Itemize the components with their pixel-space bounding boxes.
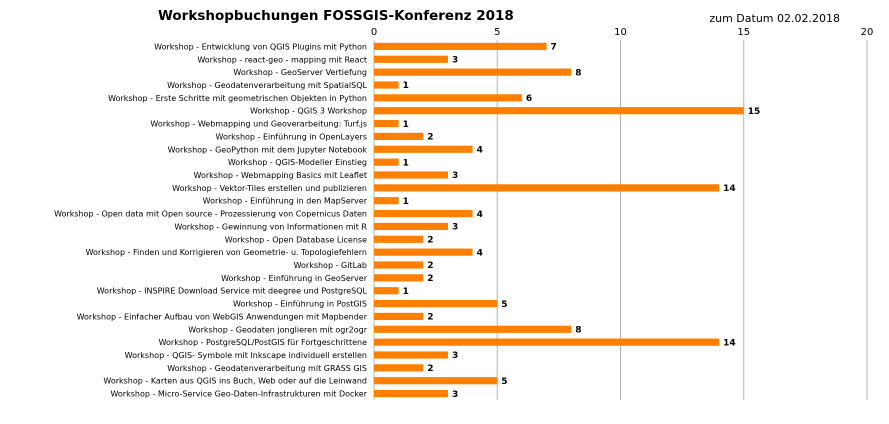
value-label: 8 [575,68,581,78]
category-label: Workshop - Entwicklung von QGIS Plugins … [154,42,367,51]
value-label: 3 [452,171,458,181]
category-label: Workshop - Gewinnung von Informationen m… [174,222,367,231]
value-label: 4 [477,210,483,220]
bars [374,42,744,398]
category-label: Workshop - Einführung in GeoServer [221,274,368,283]
bar [374,312,424,321]
bar [374,55,448,63]
category-label: Workshop - Finden und Korrigieren von Ge… [86,248,367,257]
value-label: 2 [427,364,433,374]
value-label: 4 [477,248,483,258]
value-label: 5 [501,300,507,310]
category-label: Workshop - Geodatenverarbeitung mit GRAS… [167,364,367,373]
chart-date-label: zum Datum 02.02.2018 [709,12,840,25]
value-label: 1 [403,120,409,130]
category-label: Workshop - GitLab [294,261,367,270]
bar [374,107,744,115]
category-label: Workshop - QGIS- Symbole mit Inkscape in… [125,351,367,360]
chart-title: Workshopbuchungen FOSSGIS-Konferenz 2018 [158,8,514,24]
value-label: 2 [427,261,433,271]
value-label: 4 [477,145,483,155]
category-label: Workshop - Geodatenverarbeitung mit Spat… [167,81,367,90]
bar [374,248,473,256]
category-label: Workshop - Webmapping und Geoverarbeitun… [150,120,367,129]
category-label: Workshop - Open data mit Open source - P… [54,210,367,219]
value-label: 2 [427,313,433,323]
bar [374,209,473,218]
category-label: Workshop - Einführung in PostGIS [233,300,367,309]
bar [374,171,448,179]
bar [374,42,547,51]
category-label: Workshop - INSPIRE Download Service mit … [97,287,368,296]
value-label: 5 [501,377,507,387]
value-label: 3 [452,223,458,233]
category-label: Workshop - Webmapping Basics mit Leaflet [194,171,367,180]
bar [374,274,424,282]
value-label: 1 [403,287,409,297]
value-label: 7 [551,43,557,53]
bar [374,68,572,76]
grid-lines [373,40,868,400]
bar [374,325,572,333]
bar [374,119,399,128]
bar [374,158,399,166]
value-label: 1 [403,158,409,168]
category-label: Workshop - QGIS 3 Workshop [250,107,367,116]
bar [374,132,424,141]
category-label: Workshop - Einführung in OpenLayers [216,132,367,141]
category-labels: Workshop - Entwicklung von QGIS Plugins … [54,42,368,398]
value-label: 2 [427,133,433,143]
category-label: Workshop - Karten aus QGIS ins Buch, Web… [103,377,367,386]
category-label: Workshop - Erste Schritte mit geometrisc… [108,94,367,103]
value-label: 6 [526,94,532,104]
value-label: 3 [452,55,458,65]
category-label: Workshop - Open Database License [225,235,367,244]
category-label: Workshop - Einfacher Aufbau von WebGIS A… [77,312,368,321]
value-label: 3 [452,390,458,400]
bar [374,197,399,205]
category-label: Workshop - QGIS-Modeller Einstieg [228,158,367,167]
x-tick-label: 20 [861,27,874,38]
x-axis-ticks: 0 5 10 15 20 [371,27,874,38]
category-label: Workshop - GeoServer Vertiefung [233,68,367,77]
bar [374,184,720,192]
value-label: 15 [748,107,761,117]
value-label: 2 [427,274,433,284]
value-label: 3 [452,351,458,361]
bar [374,222,448,231]
bar [374,299,498,308]
x-tick-label: 15 [737,27,750,38]
category-label: Workshop - Geodaten jonglieren mit ogr2o… [188,325,367,334]
category-label: Workshop - PostgreSQL/PostGIS für Fortge… [159,338,368,347]
bar [374,235,424,243]
bar [374,94,522,102]
x-tick-label: 0 [371,27,377,38]
bar [374,364,424,372]
x-tick-label: 10 [614,27,627,38]
value-label: 2 [427,235,433,245]
bar [374,389,448,398]
value-label: 14 [723,184,736,194]
bar [374,261,424,269]
bar [374,377,498,385]
value-label: 8 [575,325,581,335]
category-label: Workshop - Micro-Service Geo-Daten-Infra… [110,390,367,399]
bar [374,351,448,359]
bar [374,338,720,346]
category-label: Workshop - GeoPython mit dem Jupyter Not… [168,145,368,154]
category-label: Workshop - Vektor-Tiles erstellen und pu… [172,184,367,193]
bar [374,287,399,295]
category-label: Workshop - react-geo - mapping mit React [197,55,367,64]
value-label: 1 [403,81,409,91]
x-tick-label: 5 [494,27,500,38]
category-label: Workshop - Einführung in den MapServer [203,197,368,206]
value-label: 1 [403,197,409,207]
bar [374,145,473,153]
value-label: 14 [723,338,736,348]
bar [374,81,399,89]
